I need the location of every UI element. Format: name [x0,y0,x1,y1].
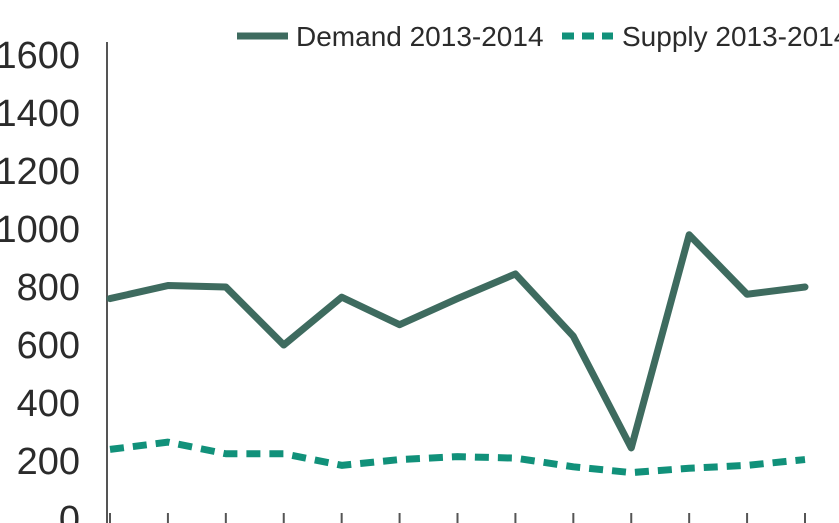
y-axis: 0 200 400 600 800 1000 1200 1400 1600 [0,35,108,523]
supply-line [109,438,806,477]
series-lines [106,231,809,477]
y-tick-label: 1000 [0,209,80,251]
y-tick-label: 0 [59,499,80,523]
y-tick-label: 1600 [0,35,80,77]
y-tick-label: 600 [17,325,80,367]
legend-label-supply: Supply 2013-2014 [622,21,839,52]
legend: Demand 2013-2014 Supply 2013-2014 [237,21,839,52]
legend-label-demand: Demand 2013-2014 [296,21,544,52]
y-tick-label: 1400 [0,93,80,135]
x-axis [109,513,806,523]
legend-item-demand: Demand 2013-2014 [237,21,544,52]
demand-line [106,231,809,452]
y-tick-label: 800 [17,267,80,309]
y-tick-label: 1200 [0,151,80,193]
y-tick-label: 200 [17,441,80,483]
y-tick-label: 400 [17,383,80,425]
legend-item-supply: Supply 2013-2014 [562,21,839,52]
